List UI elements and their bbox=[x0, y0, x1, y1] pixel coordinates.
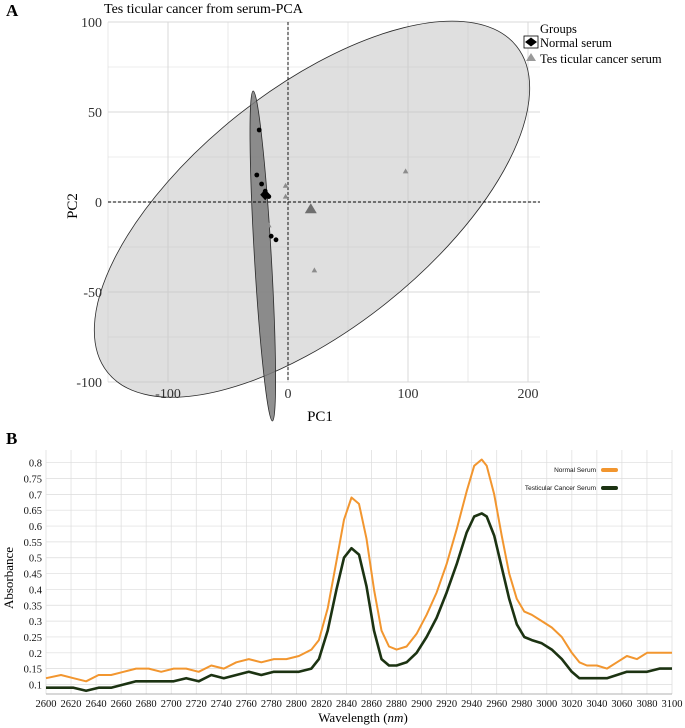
spectrum-legend-cancer: Testicular Cancer Serum bbox=[525, 485, 596, 492]
spectrum-y-tick: 0.45 bbox=[24, 570, 42, 581]
pca-y-tick: 100 bbox=[81, 16, 102, 31]
cancer-serum-point bbox=[311, 267, 318, 273]
pca-y-tick: -50 bbox=[83, 286, 102, 301]
spectrum-legend-normal: Normal Serum bbox=[554, 467, 596, 474]
pca-tick-labels: -100 0 100 200 -100 -50 0 50 100 bbox=[76, 16, 538, 402]
cancer-serum-point bbox=[266, 222, 272, 228]
pca-ellipses bbox=[93, 20, 531, 422]
spectrum-x-tick: 2840 bbox=[336, 699, 357, 710]
pca-y-tick: -100 bbox=[76, 376, 102, 391]
spectrum-x-tick: 3000 bbox=[536, 699, 557, 710]
spectrum-y-tick: 0.35 bbox=[24, 601, 42, 612]
pca-legend-normal: Normal serum bbox=[540, 36, 612, 50]
normal-serum-point bbox=[256, 127, 262, 133]
spectrum-x-tick: 2920 bbox=[436, 699, 457, 710]
spectrum-tick-labels: 2600 2620 2640 2660 2680 2700 2720 2740 2760 2780… bbox=[24, 459, 683, 710]
spectrum-y-tick: 0.6 bbox=[29, 522, 42, 533]
spectrum-y-tick: 0.55 bbox=[24, 538, 42, 549]
diamond-icon bbox=[525, 37, 537, 47]
cancer-serum-point bbox=[282, 193, 289, 199]
pca-panel: A Tes ticular cancer from serum-PCA -100… bbox=[6, 1, 662, 425]
spectrum-x-tick: 2660 bbox=[111, 699, 132, 710]
spectrum-x-tick: 2780 bbox=[261, 699, 282, 710]
spectrum-y-tick: 0.1 bbox=[29, 680, 42, 691]
spectrum-lines bbox=[45, 458, 672, 693]
spectrum-panel: B 2600 2620 2640 2660 2680 2700 2720 2740 2760 27… bbox=[1, 429, 683, 725]
spectrum-x-tick: 2740 bbox=[211, 699, 232, 710]
pca-x-tick: 0 bbox=[285, 387, 292, 402]
spectrum-legend: Normal Serum Testicular Cancer Serum bbox=[525, 467, 618, 492]
triangle-icon bbox=[526, 53, 536, 61]
spectrum-x-tick: 2640 bbox=[86, 699, 107, 710]
spectrum-x-tick: 2980 bbox=[511, 699, 532, 710]
normal-serum-centroid bbox=[260, 189, 271, 201]
spectrum-x-tick: 2760 bbox=[236, 699, 257, 710]
spectrum-x-tick: 3060 bbox=[611, 699, 632, 710]
spectrum-y-tick: 0.25 bbox=[24, 633, 42, 644]
panel-a-letter: A bbox=[6, 1, 19, 20]
spectrum-x-tick: 2900 bbox=[411, 699, 432, 710]
spectrum-x-tick: 2700 bbox=[161, 699, 182, 710]
spectrum-y-tick: 0.8 bbox=[29, 459, 42, 470]
pca-zero-lines bbox=[108, 22, 540, 382]
normal-serum-point bbox=[259, 181, 264, 187]
spectrum-y-tick: 0.7 bbox=[29, 490, 42, 501]
spectrum-x-tick: 2800 bbox=[286, 699, 307, 710]
spectrum-y-tick: 0.2 bbox=[29, 649, 42, 660]
pca-title: Tes ticular cancer from serum-PCA bbox=[104, 2, 304, 17]
cancer-serum-centroid bbox=[304, 203, 317, 214]
pca-y-tick: 50 bbox=[88, 106, 102, 121]
pca-x-axis-label: PC1 bbox=[307, 409, 333, 425]
pca-legend-title: Groups bbox=[540, 22, 577, 36]
spectrum-x-tick: 3020 bbox=[561, 699, 582, 710]
pca-points bbox=[254, 127, 409, 273]
cancer-serum-point bbox=[402, 168, 409, 174]
spectrum-x-tick: 3100 bbox=[662, 699, 683, 710]
spectrum-y-axis-label: Absorbance bbox=[1, 547, 16, 609]
spectrum-y-tick: 0.5 bbox=[29, 554, 42, 565]
spectrum-y-tick: 0.15 bbox=[24, 665, 42, 676]
pca-x-tick: -100 bbox=[155, 387, 181, 402]
cancer-serum-line bbox=[46, 512, 672, 693]
pca-x-tick: 100 bbox=[398, 387, 419, 402]
normal-serum-line bbox=[45, 458, 672, 683]
normal-serum-point bbox=[254, 172, 260, 178]
spectrum-y-tick: 0.75 bbox=[24, 475, 42, 486]
spectrum-x-tick: 3080 bbox=[636, 699, 657, 710]
spectrum-x-tick: 3040 bbox=[586, 699, 607, 710]
spectrum-x-tick: 2940 bbox=[461, 699, 482, 710]
spectrum-x-tick: 2720 bbox=[186, 699, 207, 710]
pca-legend-cancer: Tes ticular cancer serum bbox=[540, 52, 662, 66]
pca-y-tick: 0 bbox=[95, 196, 102, 211]
cancer-serum-ellipse bbox=[93, 20, 531, 398]
spectrum-x-tick: 2620 bbox=[61, 699, 82, 710]
spectrum-x-tick: 2680 bbox=[136, 699, 157, 710]
spectrum-x-tick: 2960 bbox=[486, 699, 507, 710]
pca-legend: Groups Normal serum Tes ticular cancer s… bbox=[523, 22, 662, 66]
spectrum-x-tick: 2820 bbox=[311, 699, 332, 710]
spectrum-x-tick: 2880 bbox=[386, 699, 407, 710]
normal-serum-point bbox=[268, 233, 274, 239]
spectrum-y-tick: 0.3 bbox=[29, 617, 42, 628]
panel-b-letter: B bbox=[6, 429, 17, 448]
pca-x-tick: 200 bbox=[518, 387, 539, 402]
pca-y-axis-label: PC2 bbox=[65, 193, 81, 219]
spectrum-x-axis-label: Wavelength (nm) bbox=[318, 710, 408, 725]
cancer-serum-point bbox=[282, 182, 289, 188]
normal-serum-point bbox=[273, 237, 279, 243]
spectrum-y-tick: 0.4 bbox=[29, 585, 43, 596]
spectrum-y-tick: 0.65 bbox=[24, 506, 42, 517]
spectrum-x-tick: 2600 bbox=[36, 699, 57, 710]
spectrum-x-tick: 2860 bbox=[361, 699, 382, 710]
